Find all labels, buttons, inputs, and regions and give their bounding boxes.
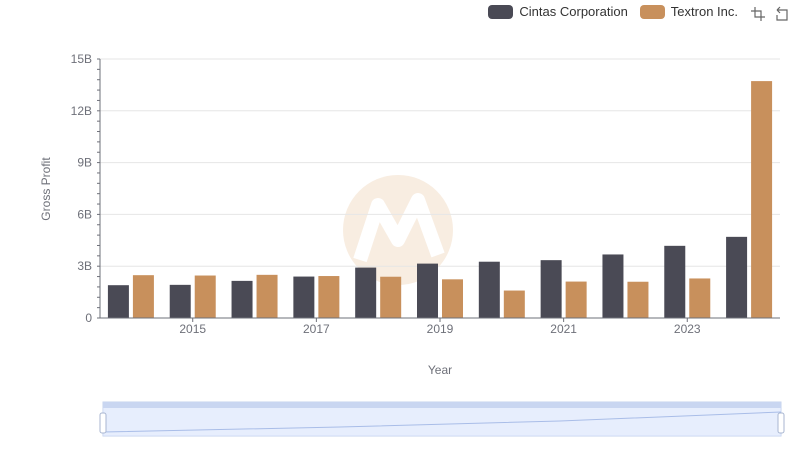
slider-top-bar[interactable] [103,402,781,408]
y-tick-label: 12B [71,104,92,118]
data-zoom-slider[interactable] [99,401,785,437]
legend-swatch-textron [639,4,665,19]
legend-swatch-cintas [488,4,514,19]
bars-group [107,81,773,318]
slider-preview-line [102,411,782,433]
bar-cintas-2024[interactable] [726,236,748,318]
y-tick-label: 9B [77,156,92,170]
legend-label-cintas: Cintas Corporation [519,4,628,19]
chart-toolbox [750,6,790,22]
bar-textron-2015[interactable] [194,275,216,318]
x-tick-label: 2023 [674,322,701,336]
bar-textron-2021[interactable] [565,281,587,318]
x-tick-label: 2021 [550,322,577,336]
legend-item-textron[interactable]: Textron Inc. [639,4,738,19]
legend: Cintas Corporation Textron Inc. [488,4,738,19]
y-tick-label: 15B [71,52,92,66]
bar-cintas-2018[interactable] [355,267,377,318]
x-tick-label: 2017 [303,322,330,336]
bar-cintas-2023[interactable] [664,245,686,318]
restore-icon[interactable] [774,6,790,22]
y-axis-title: Gross Profit [39,157,53,221]
bar-textron-2020[interactable] [503,290,525,318]
bar-cintas-2022[interactable] [602,254,624,318]
bar-textron-2018[interactable] [380,276,402,318]
bar-textron-2024[interactable] [751,81,773,318]
bar-textron-2023[interactable] [689,278,711,318]
bar-textron-2014[interactable] [132,275,154,318]
bar-textron-2017[interactable] [318,276,340,318]
y-tick-label: 0 [85,311,92,325]
bar-cintas-2019[interactable] [417,263,438,318]
x-axis-title: Year [428,363,452,377]
x-tick-label: 2015 [179,322,206,336]
zoom-icon[interactable] [750,6,766,22]
bar-cintas-2016[interactable] [231,280,253,318]
slider-selection[interactable] [103,408,781,436]
bar-cintas-2020[interactable] [478,261,500,318]
watermark-logo [343,175,453,285]
slider-handle-left[interactable] [99,412,107,434]
bar-textron-2022[interactable] [627,281,649,318]
legend-item-cintas[interactable]: Cintas Corporation [488,4,628,19]
bar-textron-2019[interactable] [442,279,463,318]
legend-label-textron: Textron Inc. [670,4,738,19]
axes-group: 0 3B 6B 9B 12B 15B 2015 2017 2019 2021 2023 [71,52,780,336]
bar-cintas-2017[interactable] [293,276,315,318]
slider-handle-right[interactable] [777,412,785,434]
y-tick-label: 3B [77,259,92,273]
grid-lines [100,58,780,267]
bar-cintas-2015[interactable] [169,284,191,318]
bar-textron-2016[interactable] [256,274,278,318]
y-tick-label: 6B [77,207,92,221]
bar-cintas-2014[interactable] [107,285,129,318]
watermark-mark [353,193,445,263]
bar-cintas-2021[interactable] [540,260,562,318]
x-tick-label: 2019 [427,322,454,336]
